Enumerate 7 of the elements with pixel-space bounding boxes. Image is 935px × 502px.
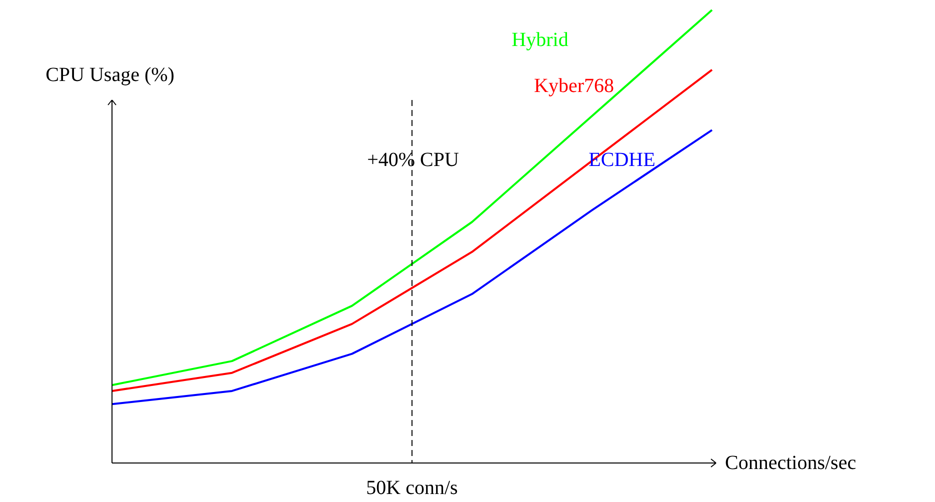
series-label: Kyber768 xyxy=(534,75,614,97)
text: 50K conn/s xyxy=(366,477,458,499)
annotation: +40% CPU xyxy=(367,149,460,171)
x-axis-title: Connections/sec xyxy=(725,452,856,474)
series-label: ECDHE xyxy=(588,149,656,171)
y-axis-title: CPU Usage (%) xyxy=(46,64,174,86)
text: Hybrid xyxy=(512,29,568,51)
